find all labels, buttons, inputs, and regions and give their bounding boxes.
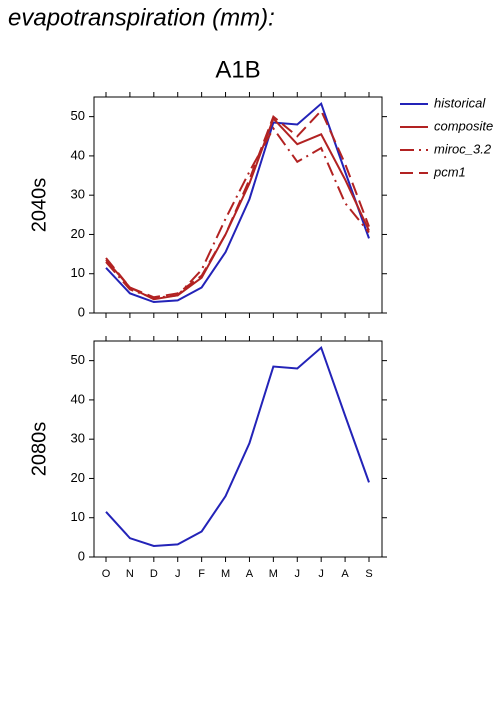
x-tick-label: N (126, 568, 134, 580)
legend-label: miroc_3.2 (434, 141, 492, 156)
y-tick-label: 20 (71, 470, 85, 485)
x-tick-label: M (221, 568, 230, 580)
legend-label: composite (434, 118, 493, 133)
x-tick-label: D (150, 568, 158, 580)
y-tick-label: 0 (78, 304, 85, 319)
plot-frame (93, 96, 383, 314)
y-tick-label: 40 (71, 391, 85, 406)
plot-frame (93, 340, 383, 558)
y-tick-label: 30 (71, 187, 85, 202)
panel-title: A1B (215, 56, 260, 83)
series-line (105, 108, 370, 299)
y-tick-label: 10 (71, 509, 85, 524)
series-line (105, 101, 370, 304)
y-tick-label: 30 (71, 431, 85, 446)
page-title: evapotranspiration (mm): (8, 4, 275, 31)
x-tick-label: F (198, 568, 205, 580)
y-tick-label: 50 (71, 108, 85, 123)
series-line (105, 345, 370, 548)
y-axis-label: 2040s (28, 178, 50, 233)
x-tick-label: S (365, 568, 372, 580)
x-tick-label: J (318, 568, 324, 580)
legend-label: historical (434, 95, 486, 110)
x-tick-label: A (246, 568, 254, 580)
x-tick-label: J (295, 568, 301, 580)
x-tick-label: M (269, 568, 278, 580)
legend-label: pcm1 (433, 164, 466, 179)
x-tick-label: J (175, 568, 181, 580)
y-tick-label: 10 (71, 265, 85, 280)
series-line (105, 126, 370, 300)
y-tick-label: 40 (71, 147, 85, 162)
y-axis-label: 2080s (28, 422, 50, 477)
y-tick-label: 50 (71, 352, 85, 367)
y-tick-label: 0 (78, 548, 85, 563)
x-tick-label: A (341, 568, 349, 580)
x-tick-label: O (102, 568, 111, 580)
y-tick-label: 20 (71, 226, 85, 241)
